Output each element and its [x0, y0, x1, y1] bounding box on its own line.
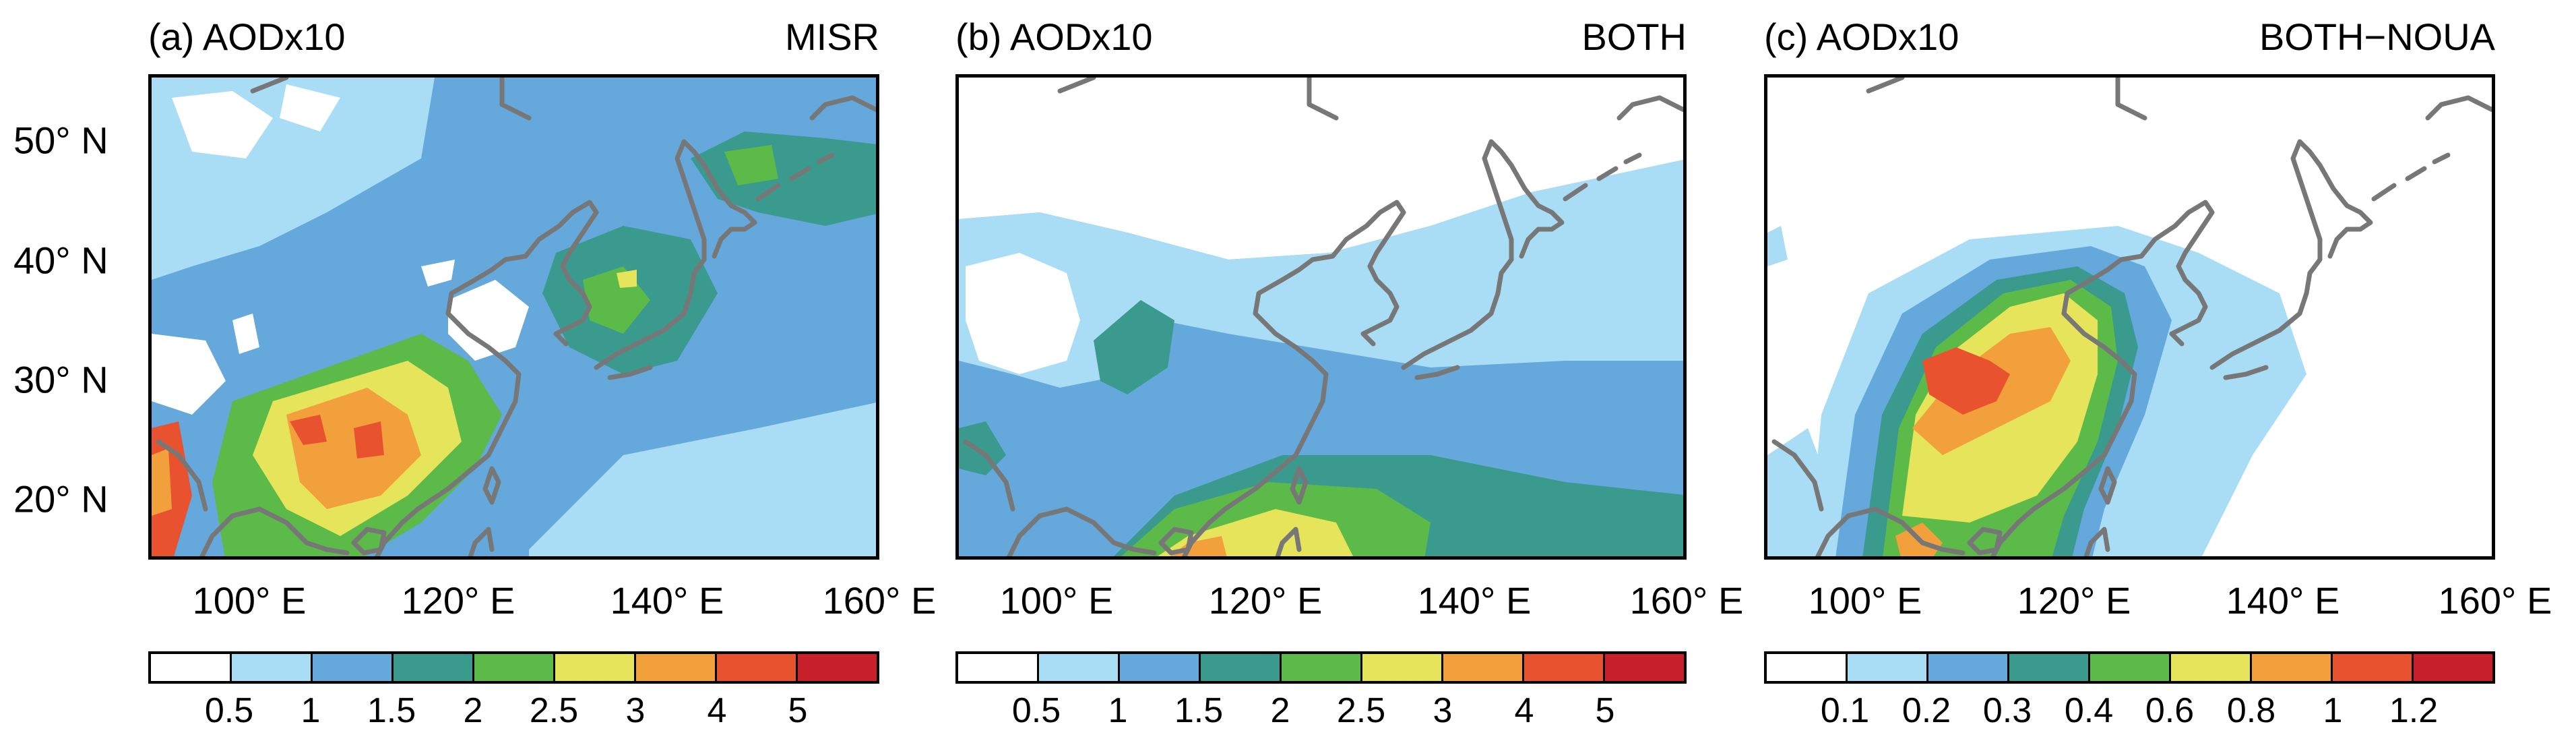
panel-a-x-tick-100e: 100° E: [192, 579, 307, 622]
panel-b-colorbar-label: 4: [1514, 691, 1534, 730]
colorbar-box: [151, 654, 232, 681]
panel-b-colorbar-label: 1.5: [1174, 691, 1224, 730]
colorbar-box: [636, 654, 717, 681]
panel-b-source-label: BOTH: [1581, 16, 1687, 58]
panel-c-x-tick-120e: 120° E: [2017, 579, 2131, 622]
colorbar-box: [2009, 654, 2090, 681]
colorbar-box: [2090, 654, 2171, 681]
panel-b-map: [955, 74, 1687, 560]
panel-a: (a) AODx10 MISR 100° E: [148, 0, 957, 741]
colorbar-box: [798, 654, 877, 681]
panel-a-title: (a) AODx10: [148, 16, 346, 58]
panel-c-colorbar-label: 1: [2323, 691, 2343, 730]
panel-c-x-tick-160e: 160° E: [2438, 579, 2552, 622]
panel-c-colorbar-label: 1.2: [2389, 691, 2439, 730]
colorbar-box: [1524, 654, 1605, 681]
panel-a-colorbar-label: 1.5: [367, 691, 416, 730]
panel-a-x-tick-160e: 160° E: [822, 579, 937, 622]
colorbar-box: [2171, 654, 2252, 681]
panel-b-colorbar: [955, 651, 1687, 684]
colorbar-box: [232, 654, 313, 681]
colorbar-box: [958, 654, 1039, 681]
colorbar-box: [1767, 654, 1848, 681]
panel-b: (b) AODx10 BOTH 100° E 120° E 140° E 160…: [955, 0, 1764, 741]
colorbar-box: [1201, 654, 1282, 681]
panel-b-x-tick-140e: 140° E: [1417, 579, 1532, 622]
panel-a-colorbar-label: 0.5: [204, 691, 254, 730]
colorbar-box: [1848, 654, 1928, 681]
panel-a-x-tick-120e: 120° E: [401, 579, 515, 622]
panel-a-colorbar-label: 4: [707, 691, 727, 730]
panel-c-map-svg: [1767, 78, 2492, 556]
panel-b-map-svg: [959, 78, 1683, 556]
panel-a-source-label: MISR: [785, 16, 879, 58]
panel-a-colorbar-label: 2.5: [529, 691, 579, 730]
panel-a-map: [148, 74, 879, 560]
colorbar-box: [394, 654, 474, 681]
colorbar-box: [1282, 654, 1362, 681]
panel-c-title: (c) AODx10: [1764, 16, 1959, 58]
panel-a-colorbar-label: 2: [463, 691, 483, 730]
panel-b-x-tick-100e: 100° E: [999, 579, 1114, 622]
panel-a-map-svg: [152, 78, 876, 556]
panel-b-x-tick-120e: 120° E: [1208, 579, 1323, 622]
panel-c: (c) AODx10 BOTH−NOUA 100° E 120° E 140° …: [1764, 0, 2573, 741]
colorbar-box: [2252, 654, 2333, 681]
panel-c-source-label: BOTH−NOUA: [2259, 16, 2495, 58]
colorbar-box: [1120, 654, 1201, 681]
panel-c-colorbar-label: 0.3: [1982, 691, 2032, 730]
panel-c-colorbar-label: 0.2: [1902, 691, 1951, 730]
colorbar-box: [1605, 654, 1684, 681]
colorbar-box: [1362, 654, 1443, 681]
panel-b-colorbar-label: 2.5: [1336, 691, 1386, 730]
y-tick-50n: 50° N: [13, 119, 108, 162]
panel-c-colorbar-label: 0.4: [2064, 691, 2114, 730]
panel-b-colorbar-label: 0.5: [1011, 691, 1061, 730]
panel-a-colorbar-label: 5: [788, 691, 808, 730]
panel-c-colorbar-label: 0.8: [2226, 691, 2276, 730]
colorbar-box: [474, 654, 555, 681]
panel-c-map: [1764, 74, 2495, 560]
panel-c-colorbar-label: 0.6: [2145, 691, 2195, 730]
colorbar-box: [717, 654, 798, 681]
panel-c-x-tick-140e: 140° E: [2226, 579, 2340, 622]
panel-c-colorbar: [1764, 651, 2495, 684]
y-tick-40n: 40° N: [13, 239, 108, 282]
colorbar-box: [313, 654, 394, 681]
panel-a-colorbar-label: 3: [625, 691, 646, 730]
panel-b-colorbar-label: 5: [1595, 691, 1615, 730]
panel-b-colorbar-label: 3: [1433, 691, 1453, 730]
y-tick-30n: 30° N: [13, 358, 108, 401]
colorbar-box: [555, 654, 636, 681]
panel-b-colorbar-label: 1: [1108, 691, 1128, 730]
y-tick-20n: 20° N: [13, 477, 108, 521]
panel-c-colorbar-label: 0.1: [1820, 691, 1870, 730]
colorbar-box: [2414, 654, 2492, 681]
panel-a-colorbar: [148, 651, 879, 684]
colorbar-box: [1443, 654, 1524, 681]
colorbar-box: [1928, 654, 2009, 681]
panel-b-title: (b) AODx10: [955, 16, 1153, 58]
panel-a-x-tick-140e: 140° E: [610, 579, 724, 622]
colorbar-box: [1039, 654, 1120, 681]
colorbar-box: [2333, 654, 2414, 681]
panel-c-x-tick-100e: 100° E: [1808, 579, 1922, 622]
panel-a-colorbar-label: 1: [301, 691, 321, 730]
panel-b-x-tick-160e: 160° E: [1629, 579, 1744, 622]
panel-b-colorbar-label: 2: [1270, 691, 1290, 730]
